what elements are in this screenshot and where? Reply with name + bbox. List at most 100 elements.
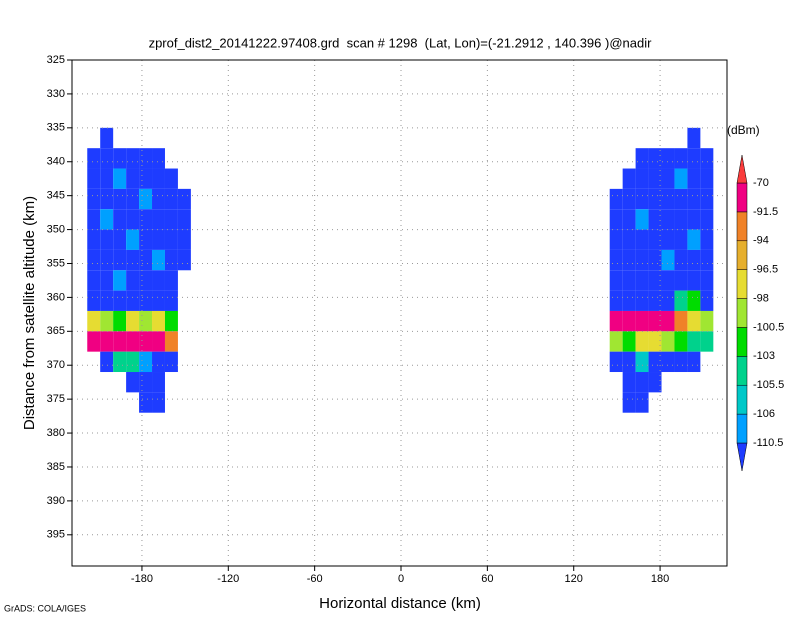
x-axis-label: Horizontal distance (km) <box>319 595 481 612</box>
cell <box>648 148 662 169</box>
cell <box>100 168 114 189</box>
cell <box>674 229 688 250</box>
cell <box>164 270 178 291</box>
cell <box>661 249 675 271</box>
cell <box>622 209 636 230</box>
x-tick-label: 60 <box>481 573 493 585</box>
cell <box>674 270 688 291</box>
cell <box>152 270 165 291</box>
cell <box>100 351 114 373</box>
cell <box>687 351 701 373</box>
cell <box>113 351 127 373</box>
cell <box>700 188 714 210</box>
cell <box>622 270 636 291</box>
colorbar-box <box>736 298 748 328</box>
cell <box>139 229 153 250</box>
cell <box>139 209 153 230</box>
cell <box>164 351 178 373</box>
colorbar-label: -94 <box>753 235 769 247</box>
cell <box>687 188 701 210</box>
cell <box>87 148 101 169</box>
cell <box>648 168 662 189</box>
cell <box>152 392 165 413</box>
cell <box>700 229 714 250</box>
cell <box>164 209 178 230</box>
cell <box>113 148 127 169</box>
cell <box>100 331 114 352</box>
cell <box>126 310 140 332</box>
cell <box>126 168 140 189</box>
cell <box>661 270 675 291</box>
colorbar-box <box>736 240 748 270</box>
cell <box>687 229 701 250</box>
cell <box>687 127 701 149</box>
cell <box>139 372 153 393</box>
cell <box>126 351 140 373</box>
cell <box>687 331 701 352</box>
cell <box>687 209 701 230</box>
cell <box>139 290 153 311</box>
colorbar-under <box>736 442 748 472</box>
cell <box>661 209 675 230</box>
y-tick-label: 345 <box>47 190 65 202</box>
cell <box>113 168 127 189</box>
cell <box>622 168 636 189</box>
cell <box>622 351 636 373</box>
x-tick-label: -120 <box>217 573 239 585</box>
cell <box>152 249 165 271</box>
cell <box>177 229 191 250</box>
y-tick-label: 360 <box>47 291 65 303</box>
colorbar-box <box>736 211 748 242</box>
cell <box>126 188 140 210</box>
cell <box>177 249 191 271</box>
cell <box>100 127 114 149</box>
cell <box>674 188 688 210</box>
cell <box>674 310 688 332</box>
cell <box>622 331 636 352</box>
cell <box>100 270 114 291</box>
cell <box>164 331 178 352</box>
cell <box>152 148 165 169</box>
cell <box>113 209 127 230</box>
cell <box>164 168 178 189</box>
cell <box>609 209 623 230</box>
cell <box>87 331 101 352</box>
y-tick-label: 355 <box>47 257 65 269</box>
colorbar-box <box>736 269 748 299</box>
cell <box>700 249 714 271</box>
cell <box>661 229 675 250</box>
cell <box>139 392 153 413</box>
cell <box>635 351 649 373</box>
cell <box>661 168 675 189</box>
cell <box>674 331 688 352</box>
cell <box>113 229 127 250</box>
cell <box>177 209 191 230</box>
cell <box>648 351 662 373</box>
cell <box>609 351 623 373</box>
cell <box>674 290 688 311</box>
cell <box>661 331 675 352</box>
cell <box>126 209 140 230</box>
colorbar-box <box>736 384 748 415</box>
y-tick-label: 325 <box>47 54 65 66</box>
cell <box>126 372 140 393</box>
cell <box>661 310 675 332</box>
colorbar-label: -98 <box>753 292 769 304</box>
cell <box>113 249 127 271</box>
cell <box>661 351 675 373</box>
cell <box>177 188 191 210</box>
cell <box>164 188 178 210</box>
cell <box>635 270 649 291</box>
cell <box>152 331 165 352</box>
cell <box>661 188 675 210</box>
x-tick-label: -180 <box>131 573 153 585</box>
cell <box>126 331 140 352</box>
cell <box>87 270 101 291</box>
cell <box>687 270 701 291</box>
y-tick-label: 375 <box>47 393 65 405</box>
cell <box>674 249 688 271</box>
colorbar-label: -110.5 <box>753 437 783 449</box>
cell <box>622 229 636 250</box>
cell <box>661 148 675 169</box>
